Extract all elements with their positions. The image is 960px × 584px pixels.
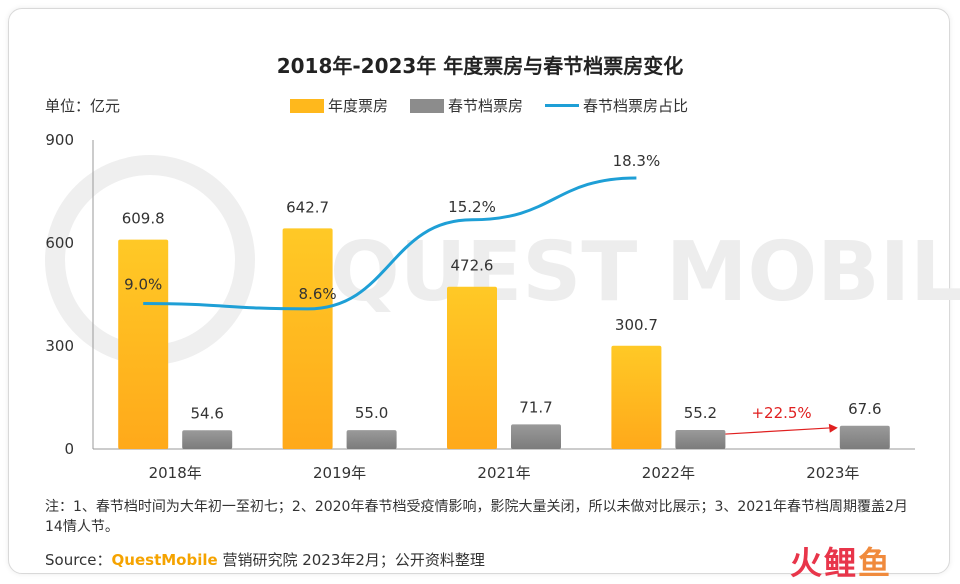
x-tick-label-3: 2022年: [642, 464, 695, 482]
chart-frame: [8, 8, 950, 574]
source-brand: QuestMobile: [111, 551, 218, 569]
unit-label: 单位：亿元: [45, 97, 121, 115]
label-spring-1: 55.0: [355, 404, 388, 422]
bar-spring-1: [346, 430, 397, 449]
legend-label-share: 春节档票房占比: [583, 97, 689, 115]
x-tick-label-4: 2023年: [806, 464, 859, 482]
bar-annual-2: [447, 286, 497, 449]
label-annual-0: 609.8: [122, 210, 165, 228]
watermark-text: QUEST MOBILE: [330, 225, 960, 320]
label-annual-1: 642.7: [286, 198, 329, 216]
label-annual-2: 472.6: [451, 257, 494, 275]
label-spring-0: 54.6: [190, 404, 223, 422]
legend-swatch-share: [545, 104, 580, 107]
source-line: Source：QuestMobile 营销研究院 2023年2月；公开资料整理: [45, 549, 485, 570]
label-share-2: 15.2%: [448, 198, 496, 216]
source-suffix: 营销研究院 2023年2月；公开资料整理: [217, 551, 485, 569]
x-tick-label-1: 2019年: [313, 464, 366, 482]
annotation-arrowhead: [828, 423, 838, 433]
bar-annual-0: [118, 239, 169, 449]
y-tick-label-2: 600: [45, 234, 74, 252]
source-prefix: Source：: [45, 551, 112, 569]
bar-spring-0: [182, 430, 233, 449]
logo: 火鲤鱼: [790, 538, 892, 584]
logo-text: 火鲤: [790, 544, 859, 582]
bar-spring-3: [675, 430, 726, 449]
annotation-arrow: [725, 427, 832, 435]
bar-spring-4: [839, 425, 890, 449]
label-spring-3: 55.2: [684, 404, 717, 422]
legend-label-spring: 春节档票房: [448, 97, 524, 115]
legend-item-annual: 年度票房: [290, 95, 388, 116]
legend-swatch-annual: [290, 98, 324, 113]
y-tick-label-0: 0: [64, 440, 74, 458]
label-share-1: 8.6%: [299, 285, 337, 303]
chart-title: 2018年-2023年 年度票房与春节档票房变化: [276, 54, 684, 78]
bar-annual-3: [611, 345, 662, 449]
legend-swatch-spring: [410, 98, 445, 113]
label-spring-4: 67.6: [848, 400, 881, 418]
footnote: 注：1、春节档时间为大年初一至初七；2、2020年春节档受疫情影响，影院大量关闭…: [45, 499, 908, 535]
legend-item-share: 春节档票房占比: [545, 95, 688, 116]
legend: 年度票房 春节档票房 春节档票房占比: [290, 95, 688, 116]
label-share-0: 9.0%: [124, 276, 162, 294]
y-tick-label-3: 900: [45, 131, 74, 149]
bar-spring-2: [511, 424, 561, 449]
annotation-label: +22.5%: [751, 404, 811, 422]
logo-fish: 鱼: [858, 544, 893, 582]
x-tick-label-2: 2021年: [477, 464, 530, 482]
legend-label-annual: 年度票房: [328, 97, 389, 115]
share-line: [143, 176, 637, 311]
label-annual-3: 300.7: [615, 316, 658, 334]
label-share-3: 18.3%: [613, 152, 661, 170]
y-tick-label-1: 300: [45, 337, 74, 355]
bar-annual-1: [282, 228, 333, 449]
legend-item-spring: 春节档票房: [410, 95, 523, 116]
x-tick-label-0: 2018年: [149, 464, 202, 482]
label-spring-2: 71.7: [519, 398, 552, 416]
